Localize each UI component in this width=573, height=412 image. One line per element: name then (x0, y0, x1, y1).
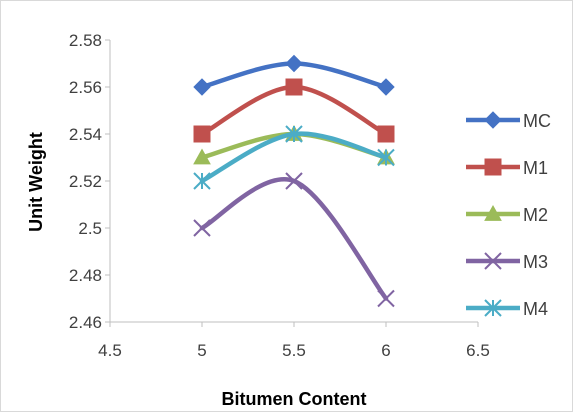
series-line-m3 (199, 177, 389, 301)
legend: MC M1 M2 M3 M4 (466, 111, 551, 319)
series-m3 (193, 172, 395, 308)
legend-label-m3: M3 (523, 252, 548, 272)
data-point-m3-stroke (377, 289, 395, 308)
data-point-mc (193, 78, 211, 96)
axes: 2.46 2.48 2.5 2.52 2.54 2.56 2.58 4.5 5 5.5 6 6.5 (69, 31, 490, 360)
y-tick-label: 2.48 (69, 266, 102, 285)
y-axis-title: Unit Weight (26, 132, 46, 232)
legend-marker-m3 (484, 252, 502, 270)
legend-label-m4: M4 (523, 299, 548, 319)
legend-label-m2: M2 (523, 205, 548, 225)
data-point-m1 (285, 78, 303, 96)
x-tick-label: 5 (197, 341, 206, 360)
data-point-m3 (285, 172, 303, 190)
y-tick-label: 2.5 (78, 219, 102, 238)
x-axis-title: Bitumen Content (222, 389, 367, 409)
legend-item-mc: MC (466, 111, 551, 131)
data-point-m2 (193, 148, 211, 165)
x-tick-label: 6.5 (466, 341, 490, 360)
data-point-m3-stroke (285, 172, 303, 190)
data-point-m3-stroke (193, 219, 211, 237)
data-point-m4 (193, 172, 211, 190)
y-tick-label: 2.56 (69, 78, 102, 97)
legend-marker-mc (484, 111, 502, 129)
data-point-m3 (377, 289, 395, 308)
legend-item-m4: M4 (466, 299, 548, 319)
x-tick-label: 6 (381, 341, 390, 360)
data-point-mc (285, 54, 303, 73)
legend-marker-m4 (484, 299, 502, 317)
series-mc (193, 54, 395, 96)
series-group (193, 54, 395, 308)
y-tick-label: 2.52 (69, 172, 102, 191)
y-tick-label: 2.58 (69, 31, 102, 50)
series-m1 (193, 78, 395, 143)
data-point-m4 (377, 148, 395, 167)
data-point-m1 (377, 125, 395, 143)
legend-marker-m1 (484, 158, 502, 176)
legend-item-m2: M2 (466, 204, 548, 225)
legend-marker-m3-stroke (484, 252, 502, 270)
legend-label-m1: M1 (523, 158, 548, 178)
data-point-mc (377, 78, 395, 96)
data-point-m1 (193, 125, 211, 143)
legend-label-mc: MC (523, 111, 551, 131)
data-point-m4 (285, 125, 303, 143)
series-m4 (193, 125, 395, 190)
legend-item-m3: M3 (466, 252, 548, 272)
x-tick-label: 4.5 (98, 341, 122, 360)
legend-marker-m2 (484, 204, 502, 221)
y-tick-label: 2.46 (69, 313, 102, 332)
data-point-m3 (193, 219, 211, 237)
x-tick-label: 5.5 (282, 341, 306, 360)
legend-item-m1: M1 (466, 158, 548, 178)
y-tick-label: 2.54 (69, 125, 102, 144)
